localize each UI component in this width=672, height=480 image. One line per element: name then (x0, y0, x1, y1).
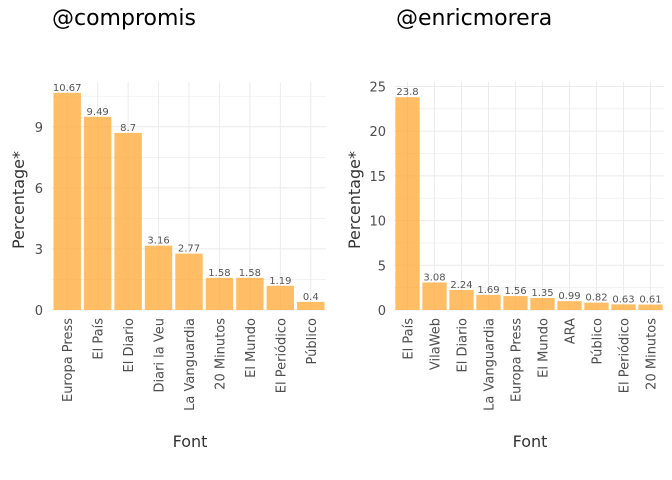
x-tick-label: Diari la Veu (153, 318, 168, 393)
value-label: 2.77 (178, 244, 200, 255)
x-tick-label: La Vanguardia (483, 318, 498, 411)
bar-compromis (175, 253, 203, 310)
value-label: 0.4 (303, 292, 319, 303)
y-tick-label: 0 (378, 304, 386, 319)
x-tick-label: El País (402, 318, 417, 360)
x-tick-label: El Mundo (244, 318, 259, 378)
value-label: 1.35 (531, 288, 553, 299)
x-tick-label: El País (92, 318, 107, 360)
y-tick-label: 10 (369, 215, 386, 230)
bar-enricmorera (395, 97, 420, 310)
value-label: 0.82 (585, 293, 607, 304)
value-label: 3.08 (423, 272, 445, 283)
value-label: 9.49 (87, 107, 109, 118)
y-tick-label: 0 (35, 304, 43, 319)
bar-compromis (236, 277, 264, 310)
bar-enricmorera (449, 289, 474, 310)
value-label: 8.7 (120, 123, 136, 134)
x-axis-label: Font (173, 432, 208, 451)
x-tick-label: Público (591, 318, 606, 364)
x-tick-label: La Vanguardia (183, 318, 198, 411)
y-tick-label: 6 (35, 182, 43, 197)
bar-enricmorera (530, 297, 555, 310)
bar-enricmorera (638, 304, 663, 310)
bar-compromis (297, 301, 325, 310)
bar-compromis (53, 92, 81, 311)
chart-title-enricmorera: @enricmorera (396, 6, 553, 31)
y-tick-label: 9 (35, 121, 43, 136)
bar-enricmorera (584, 302, 609, 310)
value-label: 0.99 (558, 291, 580, 302)
bar-compromis (83, 116, 112, 310)
value-label: 10.67 (53, 83, 82, 94)
value-label: 0.63 (612, 294, 634, 305)
x-tick-label: Público (305, 318, 320, 364)
x-tick-label: 20 Minutos (645, 318, 660, 390)
x-tick-label: El Periódico (618, 318, 633, 393)
y-tick-label: 20 (369, 125, 386, 140)
bar-enricmorera (476, 294, 501, 310)
chart-title-compromis: @compromis (52, 6, 196, 31)
value-label: 1.58 (239, 268, 261, 279)
bar-compromis (144, 245, 173, 310)
value-label: 1.56 (504, 286, 526, 297)
y-axis-label: Percentage* (345, 151, 364, 249)
x-tick-label: ARA (564, 318, 579, 344)
x-axis-label: Font (513, 432, 548, 451)
x-tick-label: El Periódico (274, 318, 289, 393)
y-tick-label: 5 (378, 259, 386, 274)
bar-compromis (114, 132, 142, 310)
x-tick-label: VilaWeb (429, 318, 444, 370)
bar-enricmorera (422, 282, 447, 310)
value-label: 0.61 (639, 295, 661, 306)
value-label: 3.16 (147, 236, 169, 247)
value-label: 23.8 (396, 87, 418, 98)
y-tick-label: 25 (369, 80, 386, 95)
bar-enricmorera (611, 304, 636, 310)
y-tick-label: 15 (369, 170, 386, 185)
y-tick-label: 3 (35, 243, 43, 258)
bar-compromis (266, 285, 295, 310)
value-label: 1.58 (208, 268, 230, 279)
bar-enricmorera (557, 301, 582, 310)
bar-enricmorera (503, 296, 528, 310)
bar-compromis (205, 277, 234, 310)
x-tick-label: 20 Minutos (213, 318, 228, 390)
value-label: 1.69 (477, 285, 499, 296)
x-tick-label: El Diario (456, 318, 471, 373)
value-label: 2.24 (450, 280, 472, 291)
x-tick-label: Europa Press (510, 318, 525, 402)
x-tick-label: El Mundo (537, 318, 552, 378)
x-tick-label: El Diario (122, 318, 137, 373)
y-axis-label: Percentage* (9, 151, 28, 249)
x-tick-label: Europa Press (61, 318, 76, 402)
value-label: 1.19 (269, 276, 291, 287)
